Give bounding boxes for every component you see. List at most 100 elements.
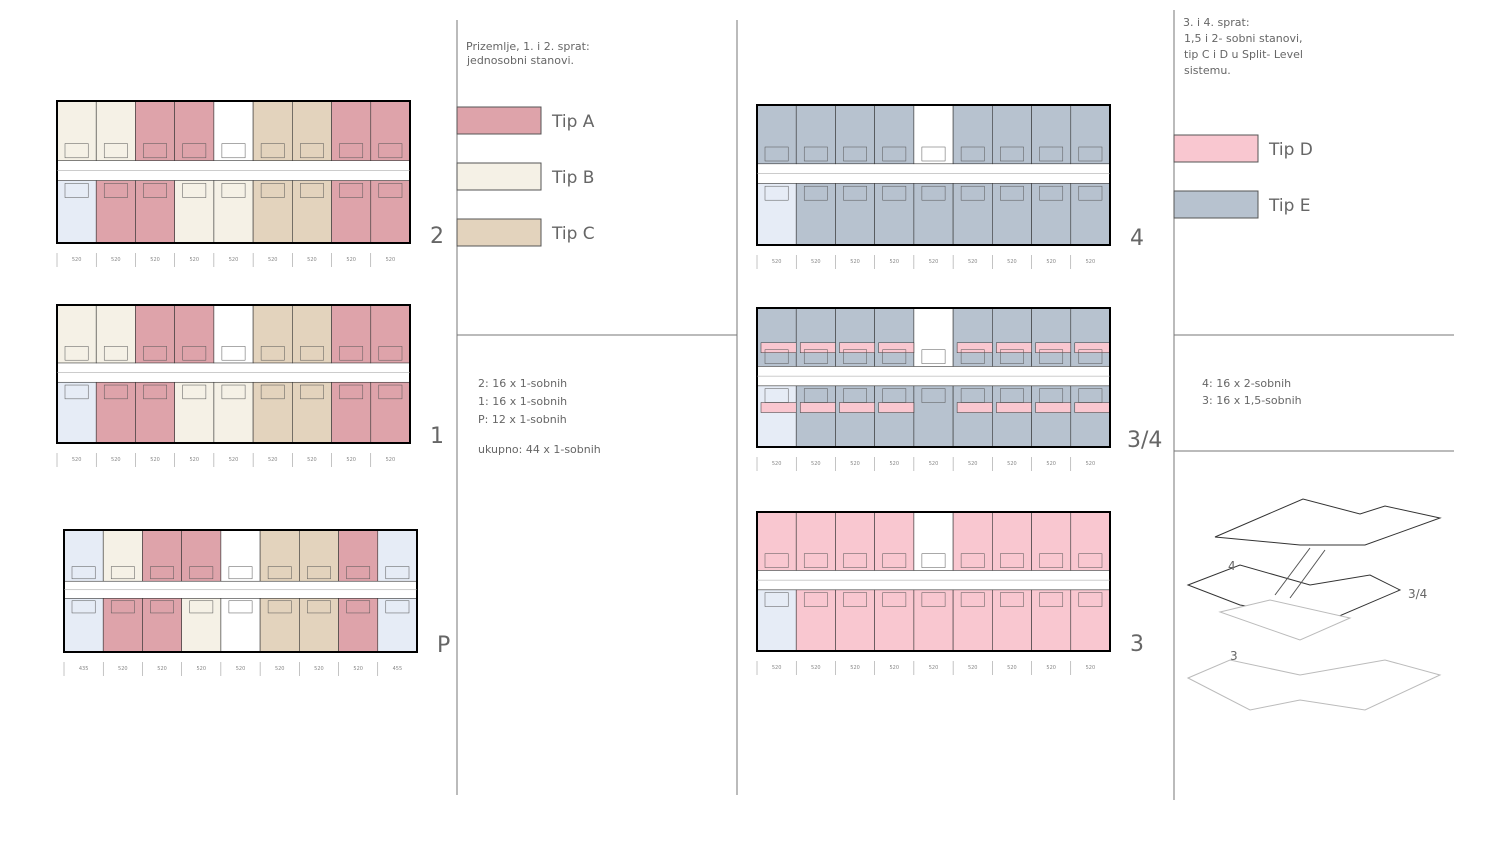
unit (259, 598, 300, 653)
heading-line: 3. i 4. sprat: (1183, 16, 1250, 29)
unit (56, 180, 97, 244)
dim-label: 520 (190, 257, 200, 263)
dim-label: 520 (811, 461, 821, 467)
split-level (760, 342, 797, 353)
dim-label: 520 (1086, 259, 1096, 265)
heading-line: 1,5 i 2- sobni stanovi, (1184, 32, 1303, 45)
unit (181, 529, 222, 582)
unit (1070, 307, 1111, 367)
wet-core (1000, 185, 1024, 201)
legend-swatch (1173, 190, 1259, 219)
wet-core (803, 146, 828, 162)
unit (952, 511, 993, 571)
wet-core (921, 388, 946, 403)
unit (135, 100, 175, 161)
heading-line: tip C i D u Split- Level (1184, 48, 1303, 61)
unit (992, 589, 1032, 652)
dim-label: 520 (890, 665, 900, 671)
unit (952, 589, 993, 652)
wet-core (103, 143, 128, 159)
unit (292, 304, 332, 364)
dim-label: 520 (811, 259, 821, 265)
wet-core (221, 384, 246, 400)
wet-core (267, 600, 292, 614)
wet-core (882, 553, 907, 568)
wet-core (960, 185, 985, 201)
unit (370, 304, 411, 364)
heading-line: Prizemlje, 1. i 2. sprat: (466, 40, 590, 53)
dim-label: 520 (386, 457, 396, 463)
unit (952, 307, 993, 367)
wet-core (1000, 592, 1024, 607)
split-level (760, 402, 797, 413)
axo-label: 4 (1228, 559, 1236, 573)
wet-core (764, 146, 789, 162)
unit (835, 511, 875, 571)
stat-line: 4: 16 x 2-sobnih (1202, 377, 1291, 390)
wet-core (64, 183, 89, 198)
unit (835, 385, 875, 448)
unit (370, 381, 411, 444)
dim-label: 520 (1007, 259, 1017, 265)
wet-core (921, 185, 946, 201)
unit (756, 104, 797, 165)
wet-core (103, 384, 128, 400)
wet-core (339, 143, 364, 159)
outline (756, 511, 1111, 652)
dim-label: 520 (346, 457, 356, 463)
wet-core (1078, 592, 1103, 607)
dim-label: 520 (157, 666, 167, 672)
wet-core (764, 592, 789, 607)
wet-core (260, 183, 285, 198)
wet-core (300, 183, 324, 198)
split-level (1074, 402, 1111, 413)
wet-core (1000, 146, 1024, 162)
wet-core (843, 388, 867, 403)
wet-core (764, 185, 789, 201)
dim-label: 520 (890, 259, 900, 265)
wet-core (267, 566, 292, 580)
unit (835, 104, 875, 165)
unit (220, 529, 261, 582)
unit (1070, 589, 1111, 652)
heading-line: jednosobni stanovi. (466, 54, 574, 67)
wet-core (960, 349, 985, 364)
outline (56, 100, 411, 244)
legend-label: Tip D (1268, 140, 1313, 160)
wet-core (803, 349, 828, 364)
legend-label: Tip A (551, 112, 595, 132)
unit (331, 381, 372, 444)
dim-label: 520 (111, 257, 121, 263)
floor-plan: 520 520 520 520 520 520 520 520 520 (756, 104, 1111, 269)
dim-label: 520 (1086, 665, 1096, 671)
wet-core (182, 346, 207, 361)
wet-core (843, 349, 867, 364)
wet-core (103, 346, 128, 361)
wet-core (64, 346, 89, 361)
unit (756, 385, 797, 448)
floor-label: 3 (1130, 632, 1144, 657)
dim-label: 520 (1046, 665, 1056, 671)
wet-core (843, 592, 867, 607)
dim-label: 520 (314, 666, 324, 672)
unit (338, 529, 379, 582)
unit (835, 589, 875, 652)
unit (142, 529, 182, 582)
unit (1031, 307, 1072, 367)
unit (102, 529, 143, 582)
unit (370, 100, 411, 161)
wet-core (378, 384, 403, 400)
wet-core (1078, 553, 1103, 568)
unit (913, 385, 954, 448)
floor-plan: 520 520 520 520 520 520 520 520 520 (756, 307, 1111, 471)
split-level (956, 402, 993, 413)
wet-core (882, 185, 907, 201)
wet-core (764, 388, 789, 403)
wet-core (221, 143, 246, 159)
unit (370, 180, 411, 244)
wet-core (960, 146, 985, 162)
legend-swatch (1173, 134, 1259, 163)
wet-core (921, 592, 946, 607)
unit (174, 304, 215, 364)
unit (299, 598, 339, 653)
